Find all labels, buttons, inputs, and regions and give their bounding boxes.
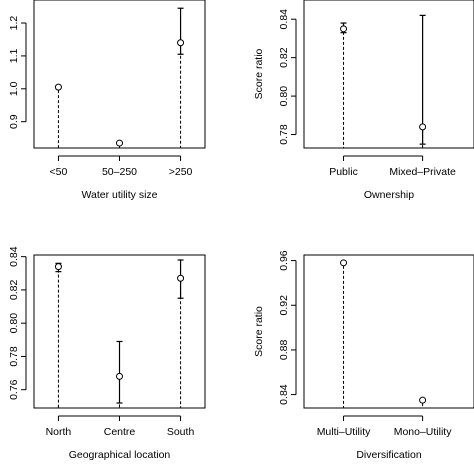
plot-frame — [303, 254, 474, 409]
x-tick-label: South — [167, 426, 195, 438]
y-tick-label: 0.9 — [8, 114, 20, 129]
x-axis-label: Geographical location — [69, 449, 171, 461]
plot-frame — [33, 0, 206, 149]
chart-panel-3: 0.76 0.78 0.80 0.82 0.84 North Centre South Geog… — [8, 246, 206, 461]
data-point — [177, 39, 185, 47]
y-tick-label: 0.84 — [278, 9, 290, 30]
y-tick-label: 0.78 — [278, 124, 290, 145]
y-tick-label: 1.1 — [8, 48, 20, 63]
x-axis-label: Diversification — [356, 449, 422, 461]
y-axis-label: Score ratio — [253, 306, 265, 357]
data-point — [116, 139, 123, 147]
y-axis-label: Score ratio — [253, 48, 265, 99]
y-tick-label: 0.92 — [278, 295, 290, 316]
y-tick-label: 0.76 — [8, 379, 20, 400]
data-point — [419, 396, 427, 404]
x-tick-label: Centre — [104, 426, 136, 438]
data-point — [340, 259, 348, 267]
x-tick-label: Mono–Utility — [394, 426, 453, 438]
y-tick-label: 0.80 — [278, 86, 290, 107]
y-tick-label: 0.88 — [278, 340, 290, 361]
chart-panel-4: 0.84 0.88 0.92 0.96 Multi–Utility Mono–Utilit… — [253, 250, 474, 461]
x-tick-label: Public — [329, 166, 358, 178]
data-point — [54, 263, 62, 271]
data-point — [116, 372, 123, 380]
y-tick-label: 1.0 — [8, 81, 20, 96]
y-tick-label: 0.84 — [278, 384, 290, 405]
chart-panel-2: 0.78 0.80 0.82 0.84 Public Mixed–Private Owner… — [253, 0, 474, 201]
x-tick-label: Multi–Utility — [317, 426, 371, 438]
data-point — [54, 83, 62, 91]
y-tick-label: 0.96 — [278, 250, 290, 271]
y-tick-label: 1.2 — [8, 16, 20, 31]
x-tick-label: <50 — [50, 166, 68, 178]
data-point — [340, 25, 348, 33]
data-point — [419, 123, 427, 131]
data-point — [177, 274, 185, 282]
x-tick-label: Mixed–Private — [389, 166, 456, 178]
x-tick-label: >250 — [169, 166, 193, 178]
x-axis-label: Water utility size — [81, 189, 157, 201]
x-tick-label: 50–250 — [102, 166, 137, 178]
plot-frame — [33, 254, 206, 409]
y-tick-label: 0.80 — [8, 313, 20, 334]
y-tick-label: 0.82 — [278, 47, 290, 68]
chart-panel-1: 0.9 1.0 1.1 1.2 <50 50–250 >250 Water utility s… — [8, 0, 206, 201]
plot-frame — [303, 0, 474, 149]
y-tick-label: 0.78 — [8, 346, 20, 367]
x-tick-label: North — [46, 426, 72, 438]
y-tick-label: 0.84 — [8, 246, 20, 267]
y-tick-label: 0.82 — [8, 280, 20, 301]
x-axis-label: Ownership — [364, 189, 414, 201]
